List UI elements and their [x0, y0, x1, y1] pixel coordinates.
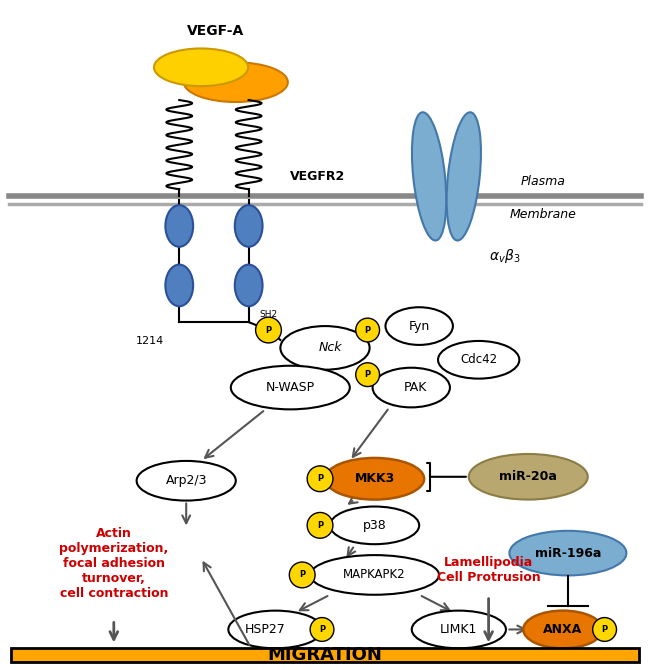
Ellipse shape: [447, 113, 481, 241]
Circle shape: [356, 318, 380, 342]
Ellipse shape: [523, 610, 603, 649]
Ellipse shape: [165, 265, 193, 306]
Ellipse shape: [136, 461, 236, 500]
Text: P: P: [317, 474, 323, 483]
Ellipse shape: [412, 113, 447, 241]
Ellipse shape: [310, 555, 439, 595]
Ellipse shape: [469, 454, 588, 500]
Text: LIMK1: LIMK1: [440, 623, 478, 636]
Ellipse shape: [510, 531, 627, 576]
Text: HSP27: HSP27: [245, 623, 286, 636]
Ellipse shape: [325, 458, 424, 500]
Text: Plasma: Plasma: [521, 176, 566, 188]
Ellipse shape: [235, 205, 263, 247]
Text: Actin
polymerization,
focal adhesion
turnover,
cell contraction: Actin polymerization, focal adhesion tur…: [59, 527, 168, 600]
Ellipse shape: [438, 341, 519, 379]
Text: VEGF-A: VEGF-A: [187, 23, 244, 38]
Text: N-WASP: N-WASP: [266, 381, 315, 394]
Circle shape: [310, 618, 334, 641]
Text: P: P: [317, 521, 323, 530]
Text: P: P: [299, 570, 305, 580]
Text: p38: p38: [363, 519, 387, 532]
Circle shape: [307, 513, 333, 538]
Ellipse shape: [165, 205, 193, 247]
Ellipse shape: [154, 48, 248, 86]
Text: P: P: [265, 326, 272, 334]
Text: miR-196a: miR-196a: [535, 547, 601, 559]
Text: P: P: [365, 370, 370, 379]
Text: SH2: SH2: [259, 310, 278, 319]
Text: Membrane: Membrane: [510, 208, 577, 221]
Text: P: P: [601, 625, 608, 634]
Circle shape: [289, 562, 315, 588]
Text: Arp2/3: Arp2/3: [166, 474, 207, 487]
Text: PAK: PAK: [404, 381, 427, 394]
Text: Cdc42: Cdc42: [460, 353, 497, 366]
Text: $\alpha_v\beta_3$: $\alpha_v\beta_3$: [489, 247, 520, 265]
Ellipse shape: [228, 610, 322, 649]
Text: miR-20a: miR-20a: [499, 470, 557, 483]
Text: P: P: [365, 326, 370, 334]
Ellipse shape: [235, 265, 263, 306]
FancyBboxPatch shape: [10, 649, 640, 662]
Text: MKK3: MKK3: [354, 472, 395, 485]
Text: VEGFR2: VEGFR2: [291, 170, 346, 183]
Text: ANXA: ANXA: [543, 623, 582, 636]
Text: P: P: [319, 625, 325, 634]
Text: Lamellipodia
Cell Protrusion: Lamellipodia Cell Protrusion: [437, 556, 540, 584]
Text: Nck: Nck: [318, 342, 342, 354]
Text: MIGRATION: MIGRATION: [268, 647, 382, 664]
Ellipse shape: [372, 368, 450, 407]
Text: MAPKAPK2: MAPKAPK2: [343, 568, 406, 582]
Ellipse shape: [411, 610, 506, 649]
Text: Fyn: Fyn: [409, 320, 430, 332]
Ellipse shape: [330, 507, 419, 544]
Circle shape: [307, 466, 333, 492]
Ellipse shape: [385, 308, 453, 345]
Circle shape: [593, 618, 616, 641]
Ellipse shape: [184, 62, 288, 102]
Ellipse shape: [231, 366, 350, 409]
Text: 1214: 1214: [135, 336, 164, 346]
Circle shape: [356, 362, 380, 387]
Circle shape: [255, 317, 281, 343]
Ellipse shape: [280, 326, 370, 370]
